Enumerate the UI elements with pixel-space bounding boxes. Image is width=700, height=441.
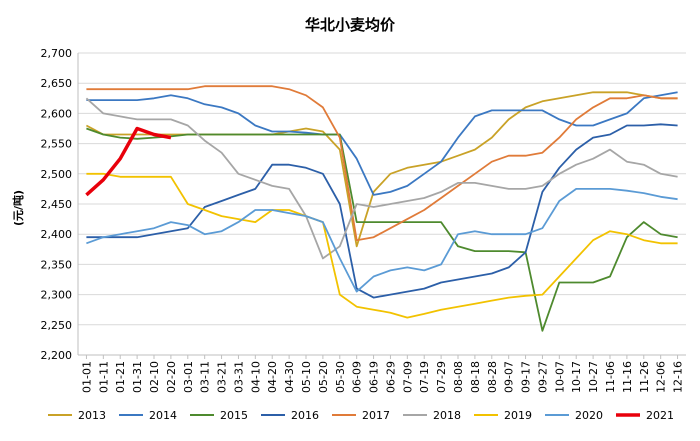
x-tick-label: 12-06 <box>655 361 668 393</box>
x-tick-label: 11-26 <box>638 361 651 393</box>
y-tick-label: 2,700 <box>41 47 73 60</box>
x-tick-label: 03-11 <box>199 361 212 393</box>
x-tick-label: 05-10 <box>300 361 313 393</box>
series-line-2021 <box>85 126 172 197</box>
y-tick-label: 2,600 <box>41 107 73 120</box>
legend-label-2014: 2014 <box>149 409 177 422</box>
x-tick-label: 01-21 <box>114 361 127 393</box>
x-tick-label: 05-30 <box>334 361 347 393</box>
x-tick-label: 12-16 <box>672 361 685 393</box>
x-tick-label: 01-11 <box>97 361 110 393</box>
x-tick-label: 10-07 <box>553 361 566 393</box>
y-tick-label: 2,300 <box>41 289 73 302</box>
x-tick-label: 11-06 <box>604 361 617 393</box>
legend-label-2018: 2018 <box>433 409 461 422</box>
x-tick-label: 07-29 <box>435 361 448 393</box>
series-line-2016 <box>86 123 678 299</box>
x-tick-label: 11-16 <box>621 361 634 393</box>
y-tick-label: 2,500 <box>41 168 73 181</box>
x-tick-label: 10-17 <box>570 361 583 393</box>
y-axis-label: (元/吨) <box>11 190 25 226</box>
y-tick-label: 2,450 <box>41 198 73 211</box>
legend-label-2019: 2019 <box>504 409 532 422</box>
legend: 2013 2014 2015 2016 2017 2018 2019 2020 2021 <box>48 409 674 422</box>
y-tick-label: 2,250 <box>41 319 73 332</box>
x-tick-label: 04-10 <box>249 361 262 393</box>
x-tick-label: 01-31 <box>131 361 144 393</box>
series-line-2019 <box>86 172 678 319</box>
x-tick-label: 10-27 <box>587 361 600 393</box>
series-line-2020 <box>86 188 678 293</box>
legend-label-2015: 2015 <box>220 409 248 422</box>
x-tick-label: 09-27 <box>536 361 549 393</box>
x-tick-label: 01-01 <box>80 361 93 393</box>
x-tick-label: 03-21 <box>216 361 229 393</box>
x-tick-label: 07-09 <box>401 361 414 393</box>
x-tick-label: 04-30 <box>283 361 296 393</box>
y-tick-label: 2,200 <box>41 349 73 362</box>
legend-label-2016: 2016 <box>291 409 319 422</box>
x-tick-label: 06-09 <box>351 361 364 393</box>
y-tick-label: 2,350 <box>41 258 73 271</box>
y-tick-label: 2,550 <box>41 138 73 151</box>
chart-title: 华北小麦均价 <box>305 16 396 34</box>
series-line-2014 <box>86 91 678 196</box>
legend-label-2013: 2013 <box>78 409 106 422</box>
series-line-2017 <box>86 85 678 242</box>
legend-label-2017: 2017 <box>362 409 390 422</box>
x-tick-label: 08-08 <box>452 361 465 393</box>
series-line-2015 <box>86 127 678 332</box>
series-line-2018 <box>85 97 678 260</box>
x-tick-label: 06-29 <box>384 361 397 393</box>
x-tick-label: 03-31 <box>232 361 245 393</box>
x-tick-label: 02-10 <box>148 361 161 393</box>
y-tick-label: 2,400 <box>41 228 73 241</box>
x-tick-label: 08-28 <box>486 361 499 393</box>
x-tick-label: 05-20 <box>317 361 330 393</box>
legend-label-2021: 2021 <box>646 409 674 422</box>
grid-lines <box>78 52 686 356</box>
x-tick-label: 08-18 <box>469 361 482 393</box>
axes: 2,200 2,250 2,300 2,350 2,400 2,450 2,500 2,550… <box>41 47 686 393</box>
x-tick-label: 03-01 <box>182 361 195 393</box>
x-tick-label: 06-19 <box>368 361 381 393</box>
legend-label-2020: 2020 <box>575 409 603 422</box>
x-tick-label: 09-07 <box>503 361 516 393</box>
y-tick-label: 2,650 <box>41 77 73 90</box>
x-tick-label: 09-17 <box>520 361 533 393</box>
x-tick-label: 07-19 <box>418 361 431 393</box>
x-tick-label: 02-20 <box>165 361 178 393</box>
x-tick-label: 04-20 <box>266 361 279 393</box>
series-lines <box>85 85 678 332</box>
